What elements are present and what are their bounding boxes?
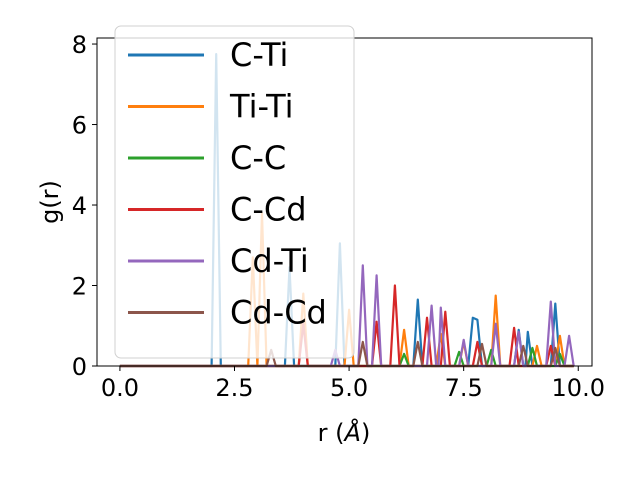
x-axis-label-unit: Å: [343, 418, 361, 447]
y-tick-label: 8: [72, 31, 87, 59]
series-line-c-c: [119, 346, 574, 368]
y-tick-label: 4: [72, 192, 87, 220]
legend-label-cd-cd: Cd-Cd: [230, 294, 327, 332]
x-tick-label: 5.0: [330, 374, 368, 402]
x-axis-label-close: ): [361, 419, 370, 447]
y-tick-label: 6: [72, 112, 87, 140]
y-tick-label: 2: [72, 273, 87, 301]
y-tick-label: 0: [72, 353, 87, 381]
x-tick-label: 2.5: [215, 374, 253, 402]
legend-label-c-c: C-C: [230, 139, 286, 177]
legend-label-c-ti: C-Ti: [230, 36, 288, 74]
x-axis-ticks: 0.0 2.5 5.0 7.5 10.0: [101, 366, 605, 402]
y-axis-label: g(r): [36, 180, 64, 224]
legend-label-cd-ti: Cd-Ti: [230, 242, 309, 280]
legend-label-c-cd: C-Cd: [230, 191, 307, 229]
x-tick-label: 0.0: [101, 374, 139, 402]
x-tick-label: 7.5: [445, 374, 483, 402]
legend-items: C-Ti Ti-Ti C-C C-Cd Cd-Ti Cd-Cd: [128, 36, 327, 332]
legend-label-ti-ti: Ti-Ti: [229, 88, 294, 126]
x-axis-label: r (Å): [318, 418, 371, 447]
x-axis-label-main: r (: [318, 419, 345, 447]
x-tick-label: 10.0: [552, 374, 605, 402]
legend-box: [114, 25, 355, 359]
legend: C-Ti Ti-Ti C-C C-Cd Cd-Ti Cd-Cd: [114, 25, 355, 359]
y-axis-ticks: 0 2 4 6 8: [72, 31, 97, 381]
